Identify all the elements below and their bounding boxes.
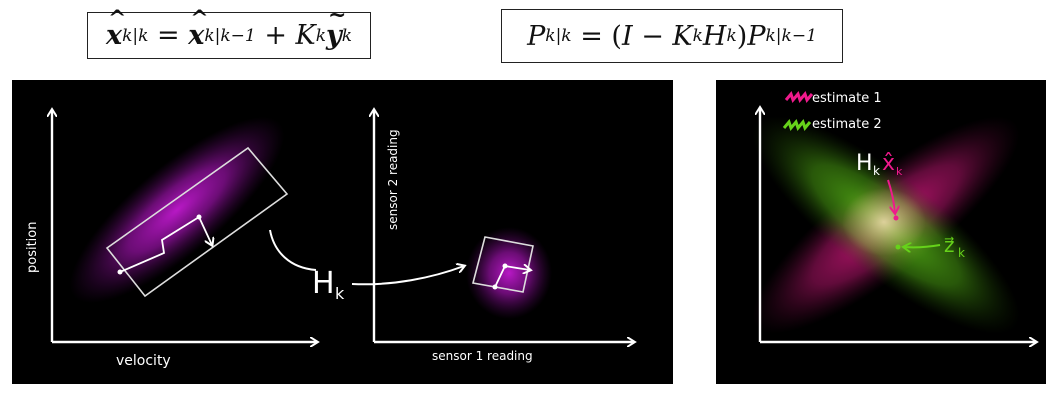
state-update-equation: xk|k = xk|k−1 + Kkyk x̂k|k = x̂k|k−1 + K… (87, 2, 371, 59)
measurement-subscript: k (958, 246, 965, 260)
legend: estimate 1 estimate 2 (782, 90, 882, 132)
prediction-symbol-subscript: k (896, 165, 903, 178)
measurement-distribution-blob (466, 227, 552, 319)
measurement-covariance-box (472, 236, 534, 293)
legend-swatch-estimate1 (784, 90, 814, 104)
state-vector-path (119, 215, 212, 273)
prediction-symbol: x̂ (882, 151, 895, 176)
state-covariance-box (105, 146, 289, 298)
prediction-arrow (887, 179, 895, 213)
measurement-symbol: z⃗ (944, 233, 955, 257)
prediction-label: H (856, 151, 873, 176)
state-distribution-blob (69, 116, 285, 304)
plot1-x-axis-label: velocity (116, 353, 171, 369)
plot1-y-axis-label: position (25, 222, 40, 274)
state-measurement-diagram: position velocity H k sensor 2 reading s… (25, 80, 673, 369)
legend-swatch-estimate2 (782, 118, 812, 132)
transform-label: H (312, 266, 335, 301)
transform-curve-in (269, 229, 317, 271)
transform-curve-out (351, 266, 464, 286)
measurement-arrow (904, 245, 941, 247)
measurement-point (895, 244, 901, 250)
plot2-x-axis-label: sensor 1 reading (432, 349, 533, 363)
measurement-vector-path (494, 266, 530, 288)
plot2-y-axis-label: sensor 2 reading (386, 129, 400, 230)
prediction-label-subscript: k (873, 164, 880, 178)
transform-subscript: k (335, 284, 345, 303)
estimate-fusion-panel: estimate 1 estimate 2 H k x̂ k z⃗ k (716, 80, 1046, 384)
legend-label-estimate1: estimate 1 (812, 91, 882, 106)
legend-label-estimate2: estimate 2 (812, 117, 882, 132)
prediction-point (893, 215, 899, 221)
estimate-fusion-diagram: estimate 1 estimate 2 H k x̂ k z⃗ k (752, 90, 1046, 384)
fused-estimate-blob (842, 188, 926, 256)
state-to-measurement-panel: position velocity H k sensor 2 reading s… (12, 80, 673, 384)
